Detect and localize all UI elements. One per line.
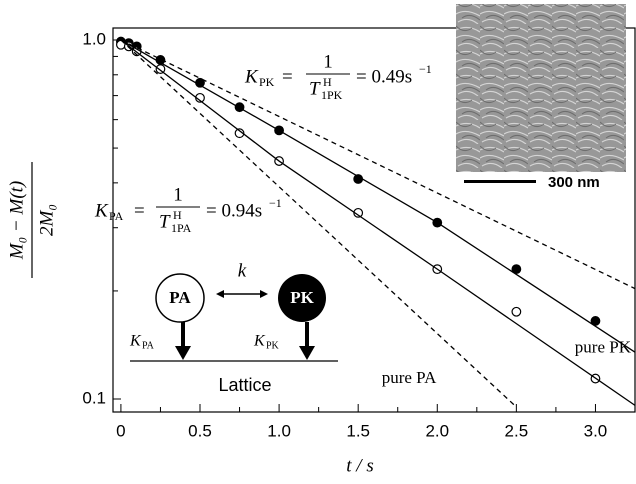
k-pa-sub: PA [142, 340, 155, 351]
x-tick-label: 2.0 [425, 421, 449, 440]
eq-k-sub: PK [259, 75, 275, 89]
eq-rhs: = 0.94s [206, 200, 262, 221]
equation-pa: K PA = 1 T H 1PA = 0.94s −1 [94, 184, 282, 234]
arrow-head [299, 346, 315, 360]
y-tick-label: 1.0 [82, 29, 106, 48]
eq-equals: = [134, 200, 145, 221]
rate-label: k [238, 260, 247, 281]
x-axis-label: t / s [346, 455, 373, 476]
k-pk: K [253, 333, 266, 350]
eq-rhs-sup: −1 [419, 62, 432, 76]
eq-k: K [244, 66, 259, 87]
eq-rhs-sup: −1 [269, 196, 282, 210]
eq-den-sub: 1PK [321, 88, 343, 102]
k-pa: K [129, 333, 142, 350]
lattice-label: Lattice [218, 375, 271, 395]
equation-pk: K PK = 1 T H 1PK = 0.49s −1 [244, 51, 432, 101]
y-label-denominator: 2M₀ [36, 204, 57, 236]
eq-den: T [309, 78, 321, 99]
x-tick-label: 0.5 [188, 421, 212, 440]
x-tick-label: 0 [116, 421, 125, 440]
eq-k: K [94, 200, 109, 221]
eq-den-sup: H [323, 75, 332, 89]
chart: 1.00.100.51.01.52.02.53.0pure PKpure PA … [0, 0, 636, 484]
series-label: pure PK [575, 338, 632, 357]
eq-num: 1 [323, 51, 333, 72]
eq-den-sub: 1PA [171, 221, 192, 235]
scale-bar [464, 180, 536, 183]
eq-rhs: = 0.49s [356, 66, 412, 87]
pk-label: PK [290, 288, 314, 307]
scheme: PA PK k K PA K PK Lattice [129, 260, 338, 394]
x-tick-label: 1.0 [267, 421, 291, 440]
series-label: pure PA [382, 368, 437, 387]
eq-den: T [159, 211, 171, 232]
x-tick-label: 3.0 [584, 421, 608, 440]
arrow-head [175, 346, 191, 360]
inset-overlay [456, 4, 626, 172]
eq-den-sup: H [173, 208, 182, 222]
eq-equals: = [282, 66, 293, 87]
scale-label: 300 nm [548, 174, 600, 191]
k-pk-sub: PK [266, 340, 280, 351]
y-tick-label: 0.1 [82, 388, 106, 407]
data-point [512, 307, 521, 316]
x-tick-label: 2.5 [505, 421, 529, 440]
eq-num: 1 [173, 184, 183, 205]
pa-label: PA [169, 288, 191, 307]
inset: 300 nm [456, 4, 626, 191]
x-tick-label: 1.5 [346, 421, 370, 440]
eq-k-sub: PA [109, 209, 124, 223]
y-axis-label: M₀ − M(t) 2M₀ [6, 162, 57, 278]
y-label-numerator: M₀ − M(t) [6, 181, 27, 261]
